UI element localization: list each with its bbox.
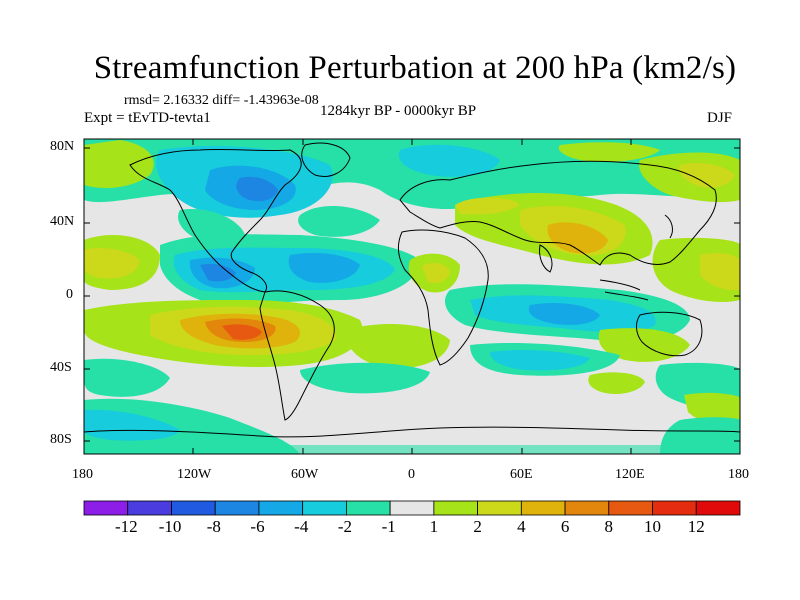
plot-title: Streamfunction Perturbation at 200 hPa (… — [93, 50, 737, 86]
x-axis-label: 180 — [728, 467, 749, 482]
colorbar-swatch — [214, 500, 260, 516]
x-axis-label: 120W — [177, 467, 212, 482]
colorbar-label: -10 — [158, 517, 182, 536]
colorbar — [83, 500, 741, 516]
colorbar-label: 6 — [560, 517, 570, 536]
colorbar-label: -8 — [206, 517, 221, 536]
colorbar-swatch — [345, 500, 391, 516]
season-label: DJF — [707, 110, 733, 126]
x-axis-label: 60E — [510, 467, 533, 482]
colorbar-swatch — [695, 500, 741, 516]
stats-text: rmsd= 2.16332 diff= -1.43963e-08 — [124, 93, 319, 108]
colorbar-label: 2 — [473, 517, 482, 536]
colorbar-swatch — [608, 500, 653, 516]
x-axis-label: 0 — [408, 467, 415, 482]
colorbar-swatch — [258, 500, 304, 516]
colorbar-swatch — [433, 500, 479, 516]
y-axis-label: 40N — [50, 214, 75, 229]
colorbar-swatch — [652, 500, 697, 516]
y-axis-label: 80N — [50, 139, 75, 154]
y-axis-label: 80S — [50, 432, 72, 447]
colorbar-swatch — [302, 500, 347, 516]
axis-ticks — [83, 139, 741, 454]
colorbar-swatch — [83, 500, 129, 516]
x-axis-label: 60W — [291, 467, 319, 482]
y-axis-label: 40S — [50, 360, 72, 375]
colorbar-label: 12 — [687, 517, 705, 536]
colorbar-label: 1 — [429, 517, 439, 536]
colorbar-label: 8 — [604, 517, 614, 536]
colorbar-swatch — [127, 500, 172, 516]
contour-field — [84, 139, 740, 454]
colorbar-label: 4 — [517, 517, 526, 536]
colorbar-swatch — [477, 500, 522, 516]
colorbar-label: 10 — [644, 517, 662, 536]
experiment-label: Expt = tEvTD-tevta1 — [84, 110, 211, 126]
x-axis-label: 180 — [72, 467, 93, 482]
colorbar-label: -6 — [250, 517, 265, 536]
colorbar-swatch — [564, 500, 610, 516]
colorbar-swatch — [171, 500, 216, 516]
y-axis-label: 0 — [66, 287, 73, 302]
coastlines — [84, 142, 740, 438]
x-axis-label: 120E — [615, 467, 645, 482]
colorbar-swatch — [389, 500, 435, 516]
colorbar-label: -2 — [337, 517, 353, 536]
colorbar-label: -1 — [381, 517, 396, 536]
colorbar-swatch — [520, 500, 566, 516]
colorbar-label: -4 — [294, 517, 309, 536]
colorbar-label: -12 — [114, 517, 138, 536]
period-label: 1284kyr BP - 0000kyr BP — [320, 103, 477, 119]
